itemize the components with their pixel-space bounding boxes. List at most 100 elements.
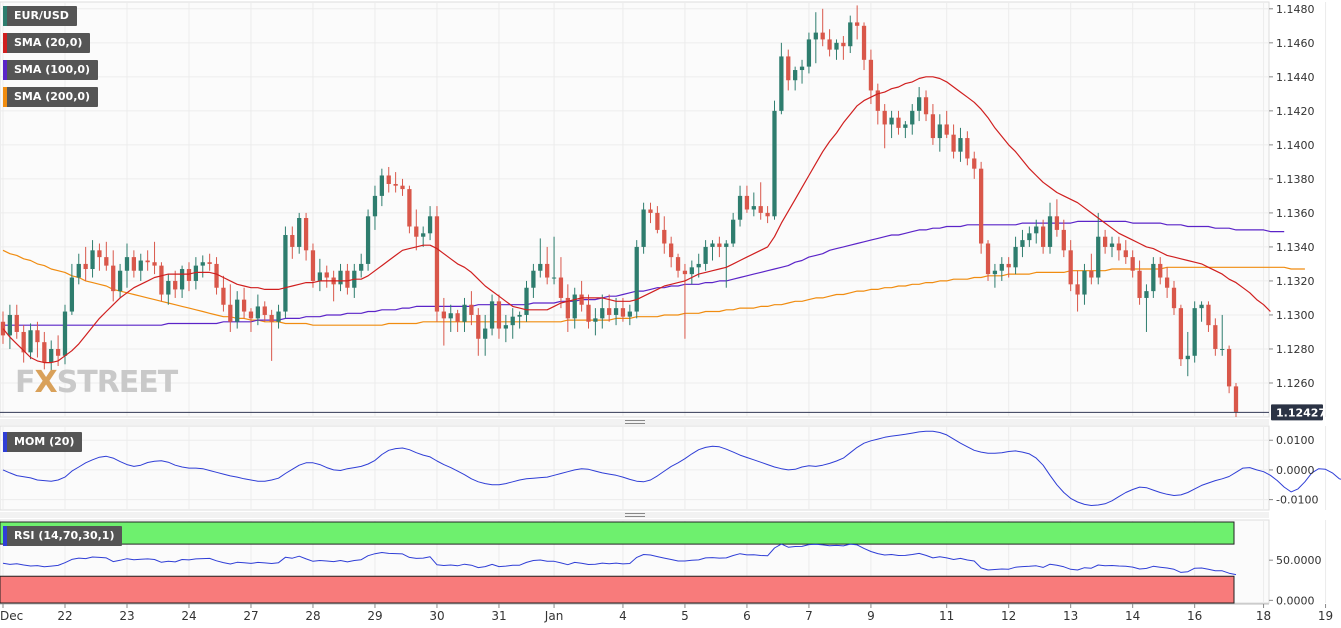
bearish-candle — [97, 250, 102, 258]
time-tick-label: 28 — [305, 609, 320, 623]
bearish-candle — [930, 114, 936, 139]
sma20-swatch — [3, 33, 7, 53]
bullish-candle — [124, 257, 130, 271]
bullish-candle — [49, 348, 54, 363]
bullish-candle — [283, 235, 288, 312]
bearish-candle — [827, 39, 832, 50]
bearish-candle — [923, 97, 929, 115]
bearish-candle — [496, 301, 502, 329]
symbol-label[interactable]: EUR/USD — [3, 6, 77, 26]
bearish-candle — [868, 59, 874, 91]
bearish-candle — [207, 262, 212, 264]
last-price-marker: 1.12427 — [0, 404, 1326, 421]
sma100-label[interactable]: SMA (100,0) — [3, 60, 99, 80]
pane-divider-rsi[interactable] — [0, 512, 1269, 518]
bearish-candle — [303, 218, 309, 251]
bearish-candle — [469, 304, 474, 315]
bearish-candle — [152, 262, 157, 266]
bearish-candle — [214, 263, 219, 288]
bullish-candle — [813, 32, 818, 40]
bullish-candle — [737, 195, 743, 220]
bearish-candle — [345, 270, 350, 288]
bullish-candle — [235, 299, 240, 322]
bullish-candle — [359, 263, 364, 271]
last-price-text: 1.12427 — [1276, 406, 1326, 419]
bearish-candle — [111, 265, 116, 292]
bearish-candle — [855, 22, 860, 26]
bearish-candle — [173, 280, 178, 290]
rsi-text: RSI (14,70,30,1) — [14, 529, 115, 542]
bullish-candle — [62, 311, 68, 356]
sma20-line — [2, 76, 1271, 364]
mom-series — [2, 430, 1341, 506]
bullish-candle — [1027, 233, 1032, 241]
price-tick-label: 1.1340 — [1276, 241, 1315, 254]
bearish-candle — [1102, 236, 1108, 247]
bearish-candle — [1068, 250, 1073, 285]
bullish-candle — [751, 206, 756, 210]
bullish-candle — [1199, 304, 1204, 309]
bearish-candle — [951, 134, 956, 152]
bullish-candle — [889, 117, 894, 125]
mom-text: MOM (20) — [14, 435, 75, 448]
mom-swatch — [3, 432, 7, 452]
bearish-candle — [0, 321, 6, 336]
sma200-label[interactable]: SMA (200,0) — [3, 87, 99, 107]
bullish-candle — [462, 304, 467, 322]
pane-divider-momentum[interactable] — [0, 419, 1269, 425]
bullish-candle — [448, 313, 453, 319]
bearish-candle — [1137, 270, 1142, 298]
time-tick-label: 4 — [619, 609, 627, 623]
bearish-candle — [985, 243, 991, 275]
price-tick-label: 1.1480 — [1276, 3, 1315, 16]
divider-grip-icon[interactable] — [625, 420, 645, 424]
rsi-tick-label: 0.0000 — [1276, 594, 1315, 607]
mom-tick-label: 0.0000 — [1276, 464, 1315, 477]
fxstreet-logo: FXSTREET — [15, 365, 178, 400]
bullish-candle — [200, 262, 205, 266]
bullish-candle — [917, 97, 922, 111]
bullish-candle — [1185, 355, 1190, 360]
rsi-oversold-zone — [0, 575, 1235, 604]
time-tick-label: Dec — [0, 609, 23, 623]
bearish-candle — [269, 314, 274, 322]
rsi-label[interactable]: RSI (14,70,30,1) — [3, 526, 123, 546]
mom-label[interactable]: MOM (20) — [3, 432, 83, 452]
bullish-candle — [731, 219, 736, 244]
bearish-candle — [841, 42, 846, 47]
bullish-candle — [503, 325, 508, 329]
bearish-candle — [131, 257, 137, 271]
bullish-candle — [724, 243, 729, 247]
bullish-candle — [937, 124, 942, 139]
bullish-candle — [806, 39, 812, 67]
bullish-candle — [69, 277, 75, 312]
bearish-candle — [896, 117, 901, 128]
bearish-candle — [565, 297, 570, 319]
bearish-candle — [14, 314, 19, 332]
sma20-label[interactable]: SMA (20,0) — [3, 33, 91, 53]
time-axis: Dec 22 23 24 27 28 29 30 31 Jan 4 5 6 7 9 11 12 13 14 16 18 1… — [0, 603, 1333, 623]
bullish-candle — [696, 263, 701, 268]
bullish-candle — [1192, 308, 1197, 356]
bullish-candle — [365, 216, 371, 264]
sma200-swatch — [3, 87, 7, 107]
bullish-candle — [166, 280, 171, 295]
bearish-candle — [262, 306, 267, 315]
bullish-candle — [1082, 270, 1087, 295]
bullish-candle — [703, 246, 708, 264]
bearish-candle — [221, 287, 226, 305]
bullish-candle — [600, 308, 605, 319]
bearish-candle — [1130, 257, 1135, 271]
divider-grip-icon[interactable] — [625, 513, 645, 517]
price-tick-label: 1.1260 — [1276, 377, 1315, 390]
sma200-line — [2, 249, 1305, 326]
bullish-candle — [372, 195, 378, 217]
bearish-candle — [1075, 284, 1080, 295]
bullish-candle — [524, 287, 529, 315]
bearish-candle — [476, 314, 481, 339]
bullish-candle — [517, 314, 522, 317]
bullish-candle — [641, 209, 646, 247]
bearish-candle — [159, 265, 164, 295]
time-tick-label: Jan — [544, 609, 564, 623]
